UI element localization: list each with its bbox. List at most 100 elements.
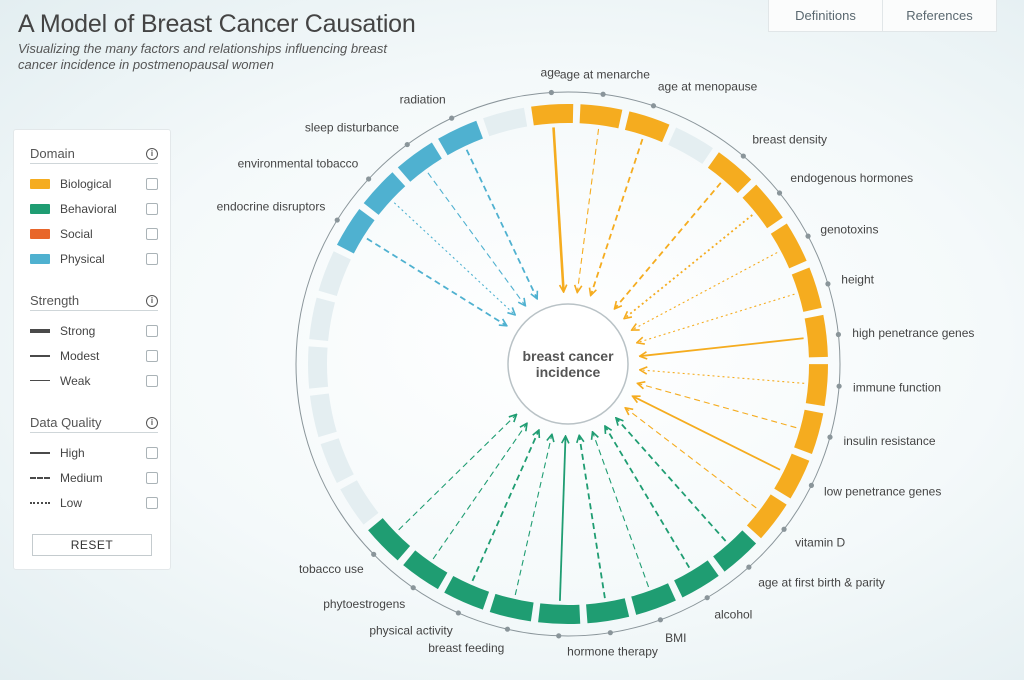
label-genotoxins[interactable]: genotoxins [820,223,878,237]
filter-biological[interactable]: Biological [30,171,158,196]
physical-checkbox[interactable] [146,252,158,265]
link-age[interactable] [552,127,564,291]
segment-physical-activity[interactable] [444,575,490,610]
link-alcohol[interactable] [605,427,691,569]
link-genotoxins[interactable] [632,252,778,330]
link-high-penetrance-genes[interactable] [641,337,804,356]
label-endogenous-hormones[interactable]: endogenous hormones [790,171,913,185]
label-height[interactable]: height [841,273,874,287]
segment-environmental-tobacco[interactable] [363,172,406,215]
modest-checkbox[interactable] [146,349,158,362]
label-breast-feeding[interactable]: breast feeding [428,641,504,655]
filter-modest[interactable]: Modest [30,343,158,368]
segment-age[interactable] [531,104,574,126]
link-breast-feeding[interactable] [514,435,552,596]
link-height[interactable] [638,293,795,342]
segment-hormone-therapy-2[interactable] [538,603,581,624]
info-icon[interactable]: i [146,416,158,429]
label-alcohol[interactable]: alcohol [714,608,752,622]
segment-vitamin-d[interactable] [746,494,787,539]
link-environmental-tobacco[interactable] [393,202,514,315]
segment-phytoestrogens[interactable] [403,550,448,590]
filter-weak[interactable]: Weak [30,368,158,393]
label-bmi[interactable]: BMI [665,631,686,645]
link-age-at-menarche[interactable] [577,128,600,292]
label-hormone-therapy[interactable]: hormone therapy [567,645,658,659]
high-checkbox[interactable] [146,446,158,459]
segment-alcohol[interactable] [674,560,719,598]
filter-low[interactable]: Low [30,490,158,515]
link-age-at-menopause[interactable] [591,138,644,295]
segment-immune-function[interactable] [805,364,828,407]
weak-checkbox[interactable] [146,374,158,387]
segment-breast-feeding[interactable] [489,593,534,622]
link-radiation[interactable] [465,149,537,298]
label-insulin-resistance[interactable]: insulin resistance [843,434,935,448]
label-environmental-tobacco[interactable]: environmental tobacco [238,156,359,170]
filter-behavioral[interactable]: Behavioral [30,196,158,221]
link-hormone-therapy-2[interactable] [559,437,566,601]
label-breast-density[interactable]: breast density [752,132,827,146]
label-radiation[interactable]: radiation [400,92,446,106]
segment-sleep-disturbance[interactable] [397,142,442,182]
link-immune-function[interactable] [641,370,805,384]
filter-medium[interactable]: Medium [30,465,158,490]
strong-checkbox[interactable] [146,324,158,337]
segment-genotoxins[interactable] [770,223,807,269]
tab-references[interactable]: References [882,0,996,31]
segment-endocrine-disruptors[interactable] [336,208,375,254]
link-hormone-therapy[interactable] [579,436,606,599]
link-endogenous-hormones[interactable] [625,214,753,318]
tab-definitions[interactable]: Definitions [795,8,856,23]
link-bmi[interactable] [593,433,650,588]
medium-checkbox[interactable] [146,471,158,484]
link-physical-activity[interactable] [471,431,538,582]
link-breast-density[interactable] [615,182,722,308]
segment-endogenous-hormones[interactable] [742,184,783,229]
label-low-penetrance-genes[interactable]: low penetrance genes [824,485,941,499]
segment-age-at-menarche[interactable] [579,104,623,129]
segment-breast-density[interactable] [707,152,752,193]
link-insulin-resistance[interactable] [638,384,797,429]
link-low-penetrance-genes[interactable] [633,397,781,471]
behavioral-checkbox[interactable] [146,202,158,215]
info-icon[interactable]: i [146,294,158,307]
segment-low-penetrance-genes[interactable] [774,453,810,499]
filter-high[interactable]: High [30,440,158,465]
label-endocrine-disruptors[interactable]: endocrine disruptors [217,200,326,214]
link-phytoestrogens[interactable] [432,424,526,560]
segment-insulin-resistance[interactable] [794,409,824,454]
label-physical-activity[interactable]: physical activity [369,624,452,638]
biological-checkbox[interactable] [146,177,158,190]
label-age[interactable]: age [541,66,561,80]
filter-strong[interactable]: Strong [30,318,158,343]
segment-hormone-therapy[interactable] [586,598,630,624]
link-age-at-first-birth[interactable] [617,419,727,542]
link-endocrine-disruptors[interactable] [366,237,506,326]
segment-tobacco-use[interactable] [368,518,411,561]
segment-height[interactable] [791,267,822,312]
label-high-penetrance-genes[interactable]: high penetrance genes [852,326,974,340]
social-checkbox[interactable] [146,227,158,240]
label-tobacco-use[interactable]: tobacco use [299,562,364,576]
segment-age-at-menopause[interactable] [624,111,670,143]
label-age-at-first-birth[interactable]: age at first birth & parity [758,576,885,590]
low-checkbox[interactable] [146,496,158,509]
label-sleep-disturbance[interactable]: sleep disturbance [305,120,399,134]
filter-social[interactable]: Social [30,221,158,246]
segment-radiation[interactable] [438,120,483,156]
center-node[interactable] [507,303,629,425]
link-tobacco-use[interactable] [398,415,516,531]
link-vitamin-d[interactable] [626,408,757,509]
label-immune-function[interactable]: immune function [853,380,941,394]
reset-button[interactable]: RESET [32,534,152,556]
label-age-at-menopause[interactable]: age at menopause [658,79,758,93]
segment-bmi[interactable] [631,583,676,615]
label-phytoestrogens[interactable]: phytoestrogens [323,597,405,611]
info-icon[interactable]: i [146,147,158,160]
segment-age-at-first-birth[interactable] [713,530,757,572]
label-vitamin-d[interactable]: vitamin D [795,536,845,550]
label-age-at-menarche[interactable]: age at menarche [560,67,650,81]
segment-high-penetrance-genes[interactable] [804,314,828,358]
filter-physical[interactable]: Physical [30,246,158,271]
